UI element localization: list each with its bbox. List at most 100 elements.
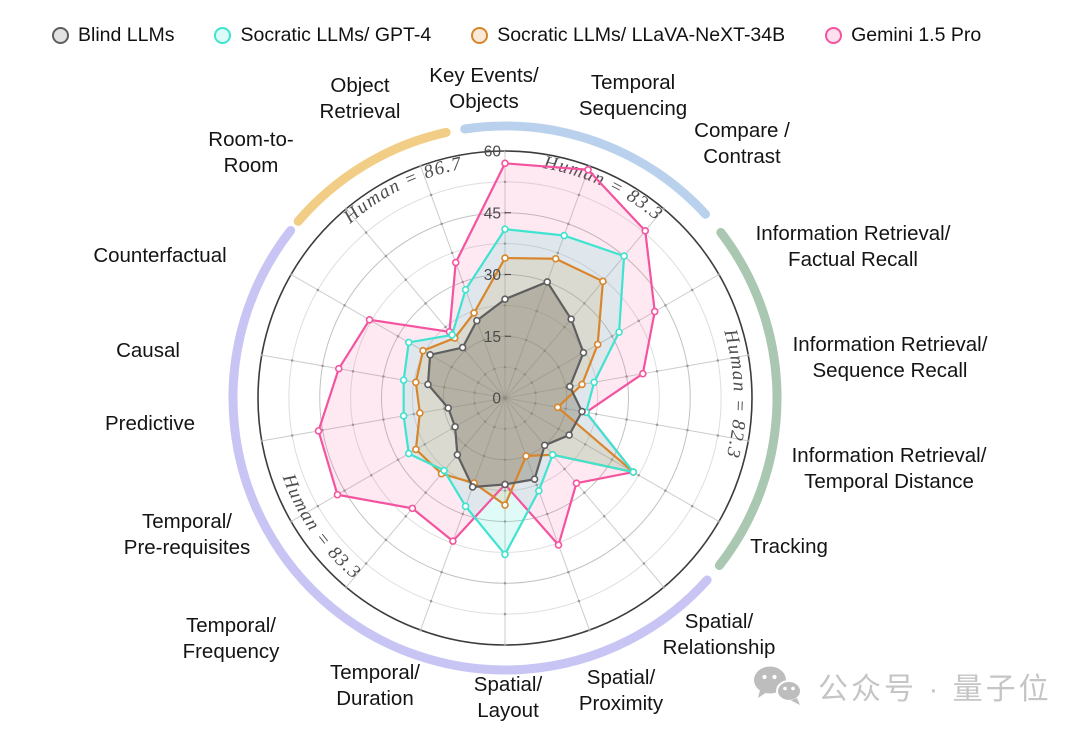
legend-item-socratic-llms-llava-next-34b[interactable]: Socratic LLMs/ LLaVA-NeXT-34B [471, 24, 785, 47]
grid-dot [622, 538, 626, 542]
grid-dot [625, 418, 628, 421]
category-label-temporal-duration: Temporal/Duration [330, 661, 420, 710]
grid-dot [503, 612, 507, 616]
grid-dot [524, 338, 528, 342]
series-point-socratic-llms-gpt-4 [560, 231, 568, 240]
grid-dot [482, 338, 486, 342]
grid-dot [557, 365, 560, 369]
series-point-blind-llms [424, 380, 432, 389]
series-point-gemini-1-5-pro [650, 307, 659, 316]
series-point-blind-llms [543, 278, 552, 286]
grid-dot [514, 367, 517, 371]
grid-dot [610, 335, 614, 338]
grid-dot [440, 570, 443, 574]
grid-dot [637, 319, 640, 323]
series-point-socratic-llms-llava-next-34b [412, 378, 420, 387]
series-point-socratic-llms-gpt-4 [501, 225, 509, 234]
series-point-gemini-1-5-pro [333, 490, 342, 499]
category-label-compare-contrast: Compare / Contrast [694, 119, 790, 168]
grid-dot [493, 425, 496, 429]
grid-dot [396, 458, 400, 461]
series-area-gemini-1-5-pro [318, 163, 655, 545]
grid-dot [523, 373, 527, 376]
series-point-blind-llms [453, 450, 462, 459]
grid-dot [473, 402, 476, 405]
grid-dot [716, 434, 720, 437]
grid-dot [419, 164, 422, 168]
legend-item-socratic-llms-gpt-4[interactable]: Socratic LLMs/ GPT-4 [214, 24, 431, 47]
legend-marker-icon [52, 27, 69, 44]
grid-dot [503, 643, 507, 647]
grid-dot [412, 412, 416, 416]
series-point-socratic-llms-llava-next-34b [412, 445, 420, 454]
series-point-gemini-1-5-pro [501, 159, 509, 168]
grid-dot [343, 489, 346, 492]
category-label-temporal-pre-requisites: Temporal/Pre-requisites [124, 510, 250, 559]
grid-dot [535, 309, 538, 313]
series-point-socratic-llms-gpt-4 [548, 450, 557, 459]
grid-dot [461, 512, 465, 516]
grid-dot [746, 439, 750, 443]
grid-dot [530, 412, 533, 415]
series-point-socratic-llms-llava-next-34b [501, 501, 509, 509]
grid-dot [404, 278, 408, 281]
grid-dot [461, 280, 465, 284]
category-label-causal: Causal [116, 339, 180, 362]
grid-dot [483, 373, 487, 376]
grid-dot [545, 512, 549, 516]
grid-dot [503, 520, 507, 523]
series-point-blind-llms [468, 483, 477, 491]
grid-dot [450, 365, 453, 369]
grid-dot [716, 359, 720, 362]
series-point-socratic-llms-llava-next-34b [416, 409, 424, 417]
legend-item-blind-llms[interactable]: Blind LLMs [52, 24, 174, 47]
series-point-socratic-llms-gpt-4 [399, 376, 408, 384]
grid-dot [534, 402, 537, 405]
series-point-blind-llms [501, 480, 509, 489]
grid-dot [523, 420, 527, 423]
tick-labels: 0 15 30 45 60 [484, 144, 511, 408]
group-arc-2 [714, 227, 782, 570]
series-point-socratic-llms-gpt-4 [620, 252, 628, 260]
grid-dot [717, 273, 721, 276]
grid-dot [503, 489, 507, 492]
grid-dot [382, 418, 385, 421]
grid-dot [655, 369, 659, 373]
series-point-blind-llms [458, 343, 467, 352]
category-label-key-events-objects: Key Events/Objects [429, 64, 539, 113]
grid-dot [556, 251, 560, 255]
grid-dot [664, 489, 667, 492]
series-point-socratic-llms-gpt-4 [404, 338, 413, 347]
grid-dot [260, 439, 264, 443]
series-point-gemini-1-5-pro [641, 227, 650, 235]
grid-dot [503, 304, 507, 307]
grid-dot [503, 582, 507, 585]
grid-dot [503, 427, 507, 431]
grid-dot [530, 381, 533, 384]
watermark: 公众号 · 量子位 [752, 664, 1052, 708]
legend-label: Socratic LLMs/ LLaVA-NeXT-34B [497, 24, 786, 46]
legend-marker-icon [214, 27, 232, 44]
grid-dot [429, 193, 433, 197]
grid-dot [563, 325, 566, 329]
grid-dot [289, 520, 293, 523]
grid-dot [557, 427, 560, 431]
category-label-spatial-relationship: Spatial/Relationship [663, 610, 776, 659]
grid-dot [364, 562, 368, 565]
chart-legend: Blind LLMs Socratic LLMs/ GPT-4 Socratic L… [52, 24, 981, 47]
grid-dot [493, 367, 496, 371]
legend-item-gemini-1-5-pro[interactable]: Gemini 1.5 Pro [825, 24, 981, 47]
grid-dot [290, 434, 294, 437]
grid-dot [690, 504, 694, 508]
grid-dot [583, 491, 586, 494]
series-point-socratic-llms-llava-next-34b [599, 277, 607, 286]
r-tick-label: 0 [492, 391, 501, 408]
grid-dot [690, 288, 694, 292]
grid-dot [567, 222, 570, 226]
series-point-gemini-1-5-pro [365, 315, 374, 324]
grid-dot [577, 193, 581, 197]
grid-dot [442, 386, 446, 389]
group-arc-3 [228, 226, 712, 675]
series-area-socratic-llms-gpt-4 [403, 229, 634, 555]
